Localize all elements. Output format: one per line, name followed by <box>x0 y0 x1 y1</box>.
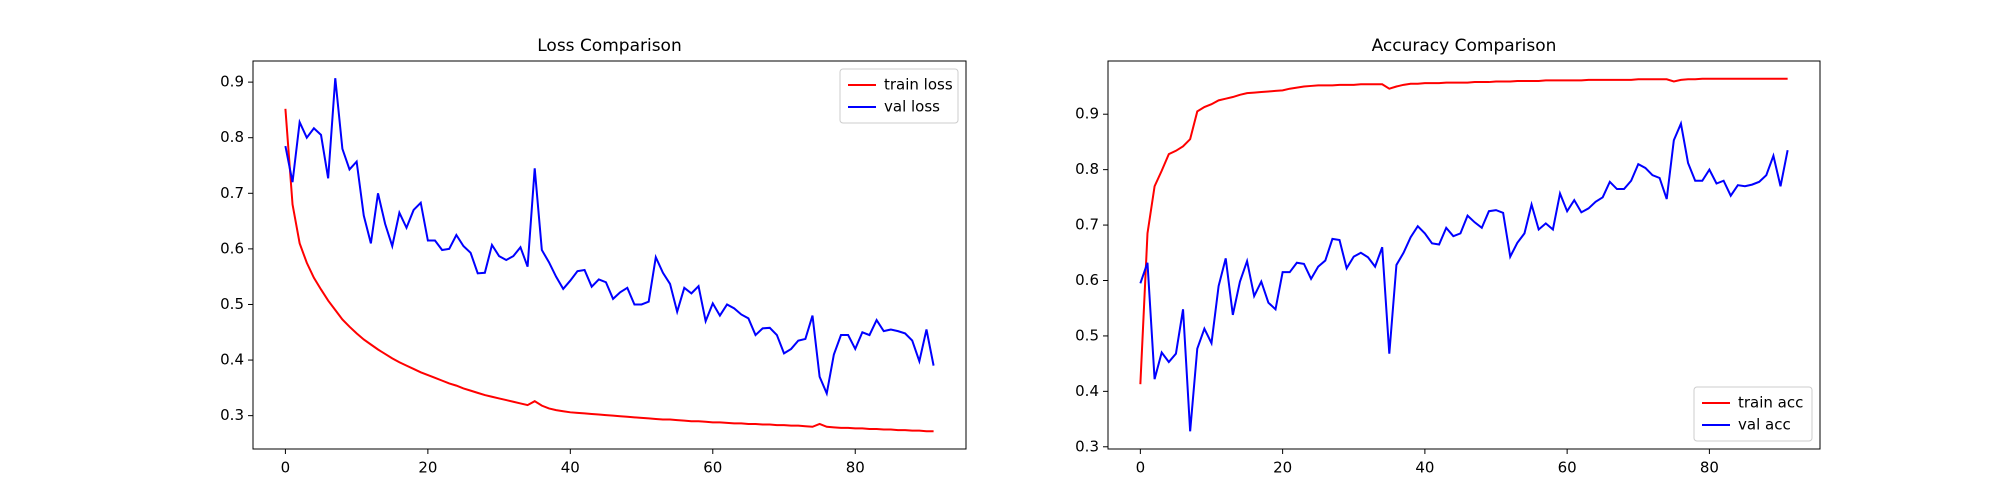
y-tick-label: 0.7 <box>1075 216 1099 234</box>
y-tick-label: 0.7 <box>220 184 244 202</box>
x-tick-label: 80 <box>1700 459 1719 477</box>
plot-frame <box>1107 60 1821 450</box>
legend-box <box>1693 386 1813 442</box>
x-tick-label: 20 <box>418 459 437 477</box>
y-tick-label: 0.9 <box>1075 105 1099 123</box>
y-tick-label: 0.4 <box>220 351 244 369</box>
x-tick-label: 80 <box>846 459 865 477</box>
legend-box <box>839 68 959 124</box>
x-tick-label: 40 <box>1415 459 1434 477</box>
series-line <box>1139 120 1789 432</box>
x-tick-label: 60 <box>1558 459 1577 477</box>
legend-label: val acc <box>1738 416 1791 434</box>
x-tick-label: 60 <box>703 459 722 477</box>
y-tick-label: 0.3 <box>1075 437 1099 455</box>
y-tick-label: 0.3 <box>220 406 244 424</box>
legend-label: val loss <box>884 98 940 116</box>
plot-frame <box>252 60 967 450</box>
series-line <box>284 108 934 433</box>
y-tick-label: 0.5 <box>1075 326 1099 344</box>
y-tick-label: 0.4 <box>1075 382 1099 400</box>
y-tick-label: 0.8 <box>220 128 244 146</box>
legend-label: train loss <box>884 76 953 94</box>
series-line <box>1139 77 1788 385</box>
y-tick-label: 0.6 <box>220 239 244 257</box>
x-tick-label: 0 <box>281 459 291 477</box>
y-tick-label: 0.5 <box>220 295 244 313</box>
y-tick-label: 0.9 <box>220 73 244 91</box>
legend-label: train acc <box>1738 394 1803 412</box>
x-tick-label: 40 <box>561 459 580 477</box>
y-tick-label: 0.6 <box>1075 271 1099 289</box>
x-tick-label: 0 <box>1136 459 1146 477</box>
chart-title: Accuracy Comparison <box>1372 36 1557 56</box>
chart-title: Loss Comparison <box>537 36 681 56</box>
y-tick-label: 0.8 <box>1075 160 1099 178</box>
series-line <box>284 78 935 397</box>
x-tick-label: 20 <box>1273 459 1292 477</box>
